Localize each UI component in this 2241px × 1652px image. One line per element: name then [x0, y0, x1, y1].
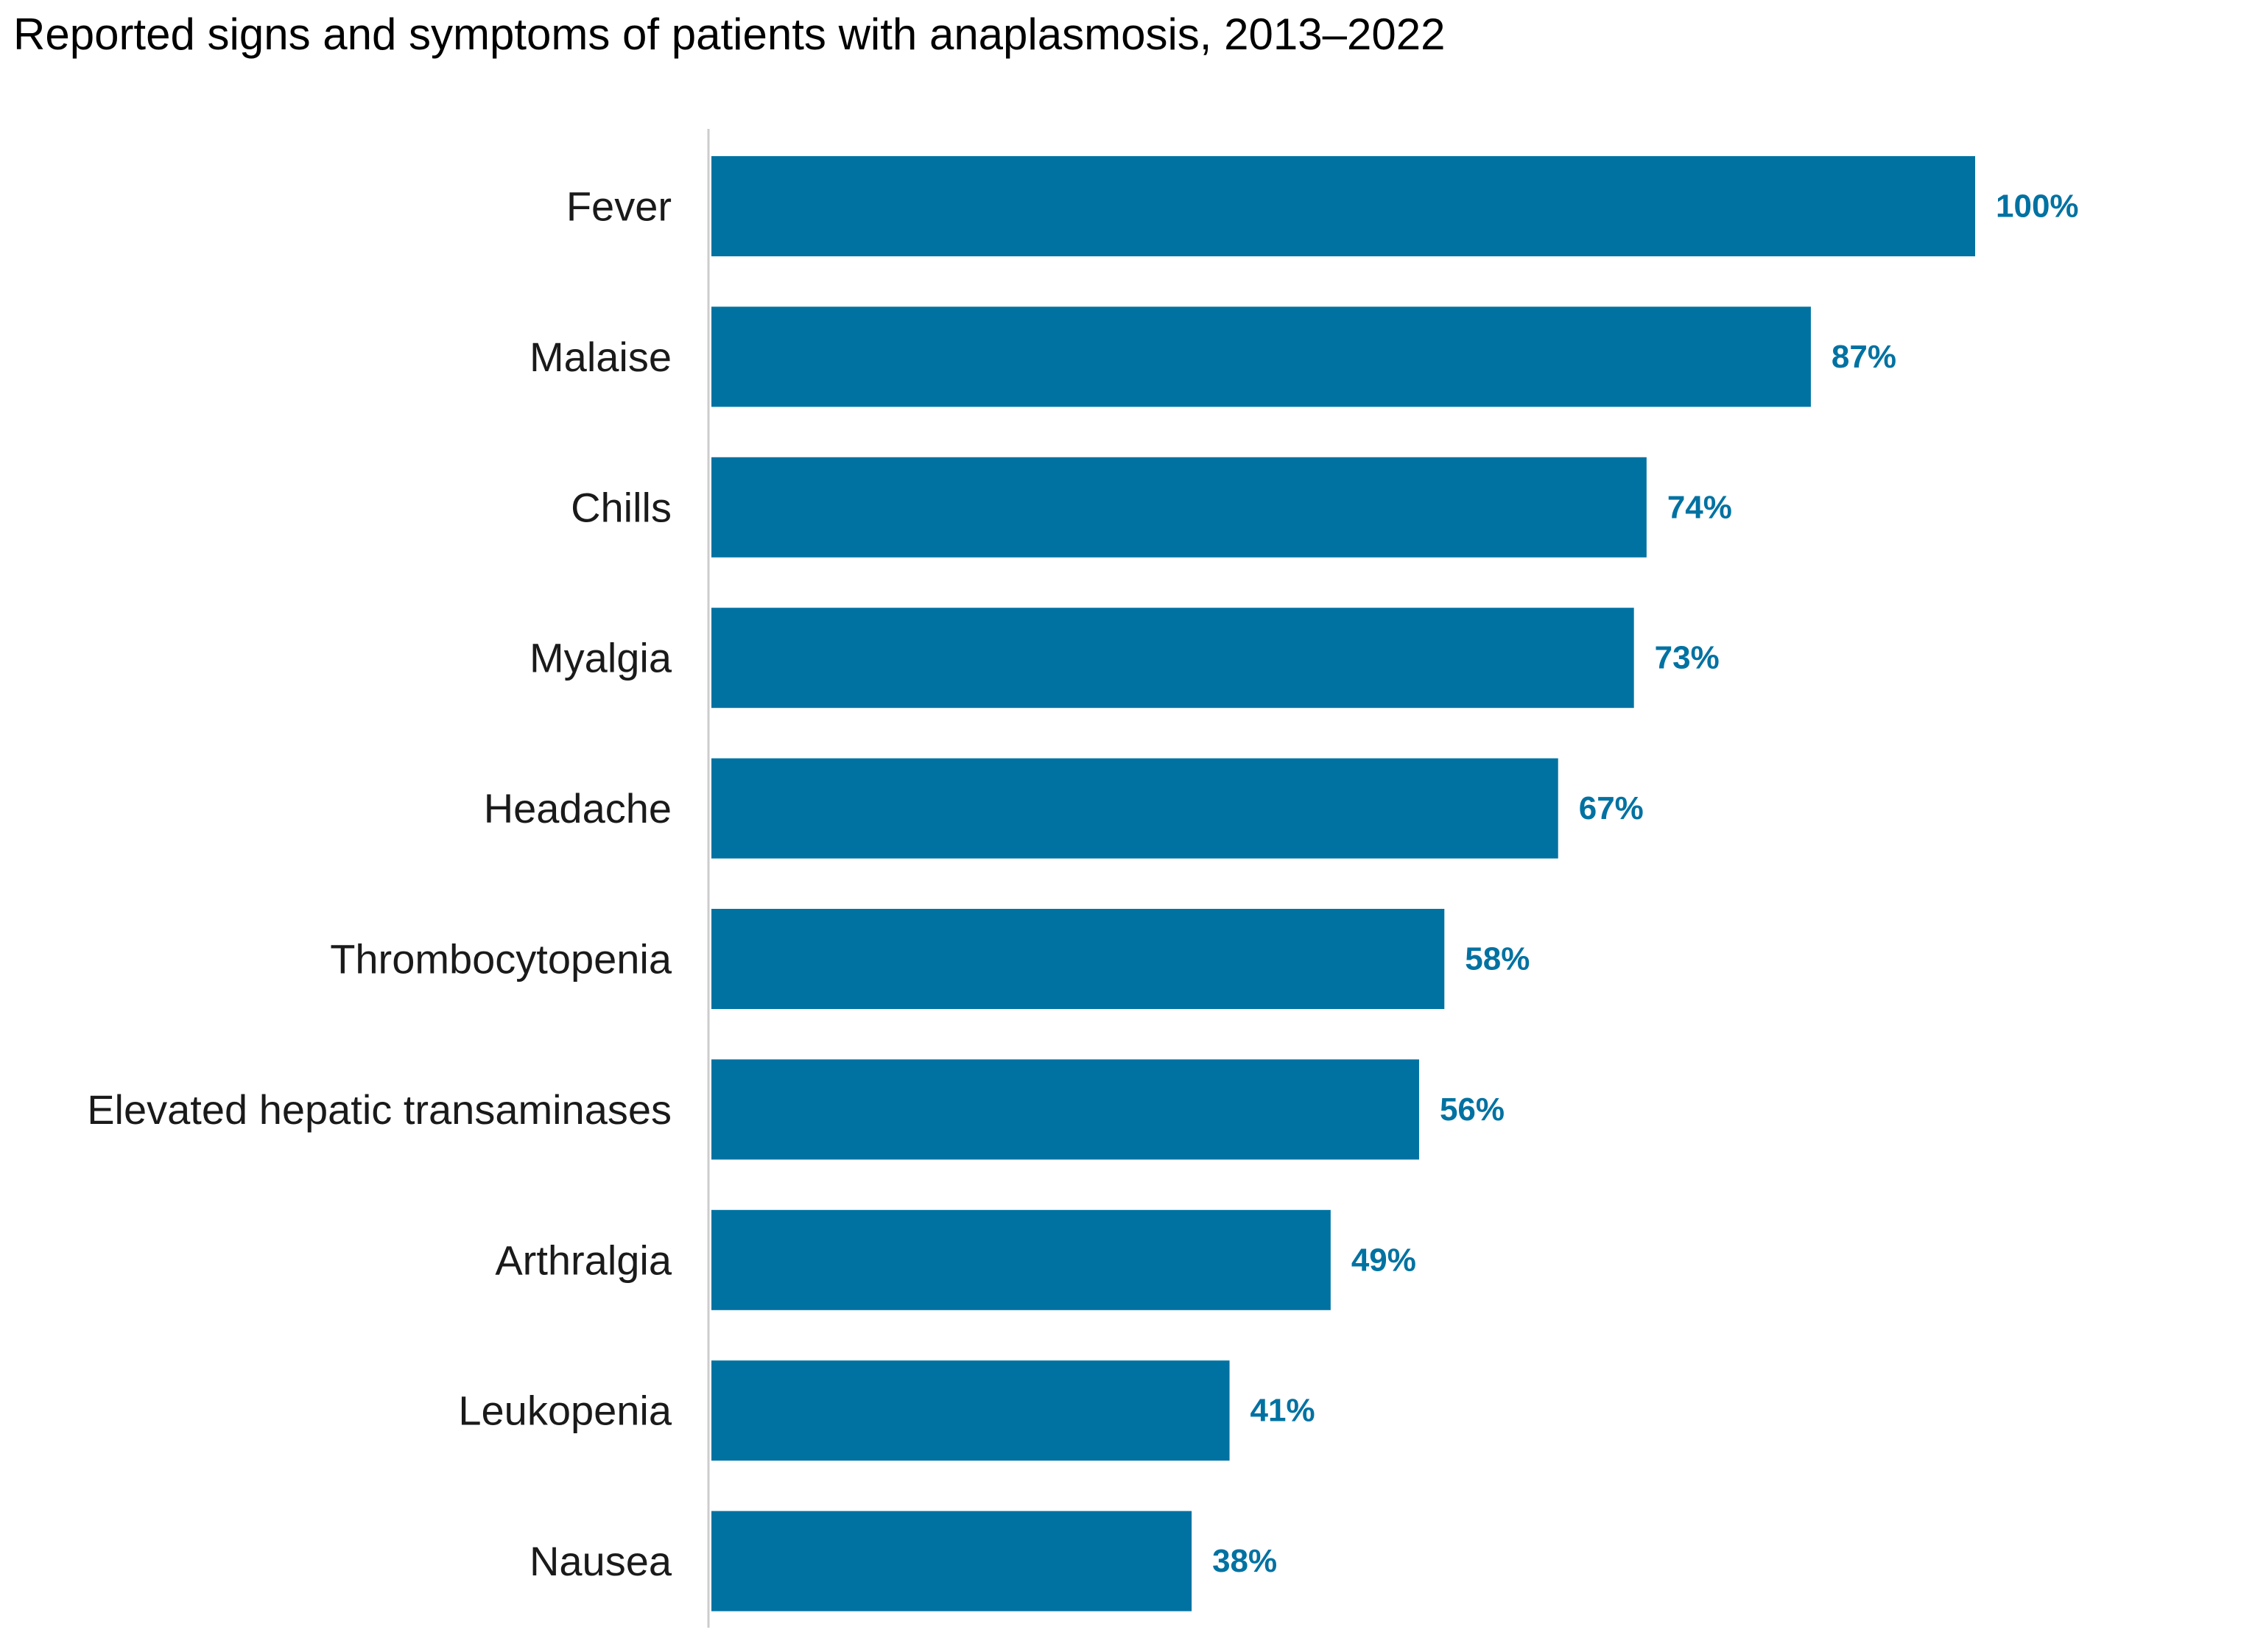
value-label-nausea: 38% — [1212, 1543, 1277, 1579]
category-label-nausea: Nausea — [530, 1538, 672, 1584]
category-label-arthralgia: Arthralgia — [495, 1237, 672, 1283]
bar-fever — [711, 156, 1975, 256]
bar-nausea — [711, 1511, 1192, 1611]
category-label-chills: Chills — [571, 484, 672, 530]
bar-myalgia — [711, 608, 1634, 709]
bar-elevated-hepatic-transaminases — [711, 1059, 1419, 1160]
value-label-malaise: 87% — [1832, 339, 1896, 375]
value-label-fever: 100% — [1996, 189, 2079, 225]
bar-arthralgia — [711, 1209, 1331, 1310]
bar-headache — [711, 758, 1558, 859]
value-label-chills: 74% — [1667, 489, 1732, 525]
category-label-headache: Headache — [484, 785, 672, 832]
category-label-myalgia: Myalgia — [530, 635, 672, 681]
value-label-myalgia: 73% — [1655, 640, 1720, 676]
value-label-leukopenia: 41% — [1250, 1393, 1315, 1429]
bar-malaise — [711, 306, 1811, 407]
bar-thrombocytopenia — [711, 909, 1445, 1009]
value-label-headache: 67% — [1579, 790, 1644, 826]
value-label-elevated-hepatic-transaminases: 56% — [1440, 1092, 1505, 1128]
bars-group: Fever 100% Malaise 87% Chills 74% Myalgia 73% He… — [87, 156, 2079, 1611]
category-label-malaise: Malaise — [530, 334, 672, 380]
category-label-leukopenia: Leukopenia — [458, 1388, 672, 1434]
bar-leukopenia — [711, 1360, 1230, 1461]
value-label-thrombocytopenia: 58% — [1465, 941, 1530, 977]
chart-title: Reported signs and symptoms of patients … — [13, 10, 1446, 59]
category-label-elevated-hepatic-transaminases: Elevated hepatic transaminases — [87, 1086, 672, 1133]
value-label-arthralgia: 49% — [1351, 1242, 1416, 1278]
category-label-fever: Fever — [566, 183, 672, 230]
bar-chills — [711, 457, 1647, 558]
category-label-thrombocytopenia: Thrombocytopenia — [330, 936, 672, 983]
